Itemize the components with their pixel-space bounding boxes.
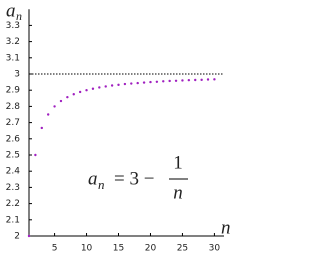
y-tick-label: 2.9 (6, 86, 21, 96)
x-tick-label: 5 (52, 244, 58, 254)
point (162, 80, 165, 83)
x-tick-label: 25 (177, 244, 188, 254)
x-tick-label: 30 (209, 244, 221, 254)
y-tick-label: 2.4 (6, 167, 21, 177)
point (200, 78, 203, 82)
y-tick-label: 2.8 (6, 102, 21, 112)
formula-lhs: a (88, 168, 98, 189)
y-tick-label: 3 (14, 70, 20, 80)
y-axis-label-subscript: n (16, 9, 22, 23)
point (136, 81, 139, 85)
point (34, 153, 37, 157)
point (78, 90, 82, 94)
point (194, 78, 197, 82)
point (27, 234, 31, 238)
formula-numerator: 1 (173, 152, 183, 173)
x-tick-label: 10 (81, 244, 93, 254)
point (130, 82, 133, 85)
y-tick-label: 2.5 (6, 151, 20, 161)
point (117, 83, 120, 87)
point (155, 80, 159, 83)
y-tick-label: 2 (14, 232, 20, 242)
point (123, 82, 127, 86)
y-tick-label: 2.6 (6, 134, 21, 144)
y-tick-label: 2.7 (6, 118, 20, 128)
point (59, 99, 63, 103)
y-tick-label: 3.1 (6, 53, 20, 63)
point (142, 81, 146, 84)
y-tick-label: 2.3 (6, 183, 20, 193)
y-tick-label: 3.2 (6, 37, 20, 47)
point (46, 113, 50, 116)
formula-rhs: = 3 − (114, 168, 154, 189)
point (98, 86, 101, 89)
point (206, 78, 210, 81)
x-tick-label: 15 (113, 244, 124, 254)
formula-lhs-subscript: n (98, 177, 105, 192)
point (91, 87, 95, 90)
point (40, 126, 43, 130)
point (213, 78, 216, 81)
point (149, 80, 152, 84)
point (53, 105, 56, 108)
point (72, 93, 75, 96)
y-tick-label: 2.2 (6, 199, 20, 209)
point (168, 79, 171, 83)
formula: a n = 3 − 1 n (88, 152, 188, 203)
point (66, 95, 69, 99)
point (85, 89, 88, 92)
point (174, 79, 178, 83)
point (181, 79, 184, 82)
y-tick-label: 3.3 (6, 21, 20, 31)
point (110, 84, 114, 87)
x-axis-label: n (221, 217, 231, 238)
x-tick-label: 20 (145, 244, 157, 254)
formula-denominator: n (173, 182, 183, 203)
chart: a n n a n = 3 − 1 n 2 2.1 2.2 2.3 2.4 2.5 2.6 2… (6, 0, 231, 254)
y-tick-label: 2.1 (6, 215, 20, 225)
point (187, 78, 191, 82)
y-axis-label: a (6, 0, 16, 21)
point (104, 85, 107, 88)
